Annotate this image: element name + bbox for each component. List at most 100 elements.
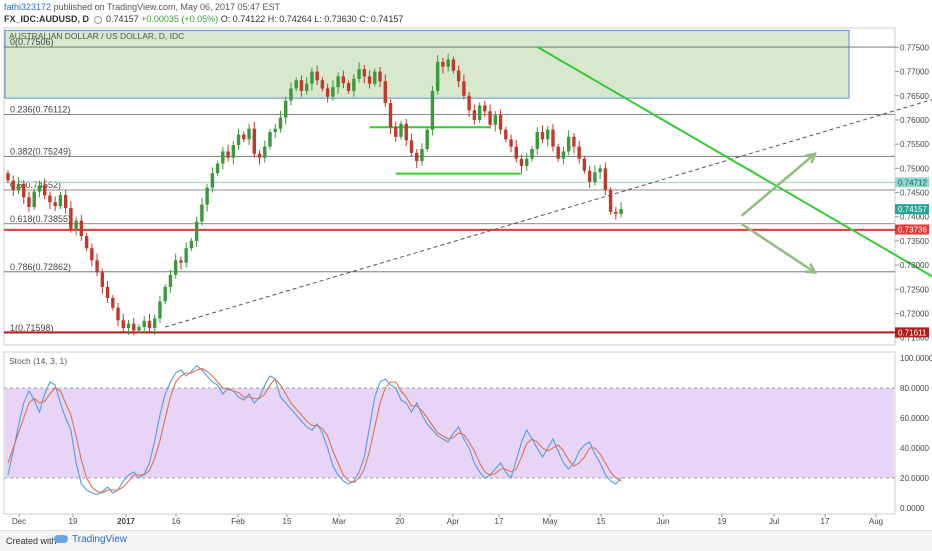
candle-body: [519, 158, 524, 166]
cloud-icon: [54, 535, 68, 544]
candle-body: [126, 323, 131, 329]
y-tick-label: 0.72500: [900, 285, 929, 294]
y-tick-label: 0.71500: [900, 334, 929, 343]
y-tick-label: 0.72000: [900, 310, 929, 319]
y-tick-label: 0.73500: [900, 237, 929, 246]
candle-body: [383, 81, 387, 104]
candle-body: [535, 132, 539, 149]
candle-body: [168, 274, 173, 287]
candle-body: [572, 136, 576, 147]
candle-body: [577, 146, 581, 159]
candle-body: [587, 170, 592, 182]
candle-body: [310, 71, 314, 84]
candle-body: [58, 194, 63, 207]
candle-body: [472, 110, 477, 120]
candle-body: [294, 80, 298, 89]
candle-body: [540, 132, 545, 140]
arrow-head: [804, 262, 818, 274]
candle-body: [582, 158, 587, 171]
candle-body: [100, 272, 105, 287]
candle-body: [441, 61, 445, 67]
candle-body: [147, 320, 152, 329]
stoch-tick-label: 0.0000: [900, 504, 925, 513]
x-tick-label: 15: [283, 517, 292, 526]
price-tag: [895, 327, 929, 338]
x-tick-label: 17: [821, 517, 830, 526]
y-tick-label: 0.75500: [900, 140, 929, 149]
candle-body: [561, 151, 566, 159]
candle-body: [74, 220, 78, 229]
candle-body: [315, 71, 319, 81]
candle-body: [530, 148, 534, 159]
x-tick-label: Dec: [12, 517, 26, 526]
symbol-name[interactable]: FX_IDC:AUDUSD, D: [4, 14, 90, 24]
candle-body: [53, 202, 57, 207]
x-tick-label: Feb: [231, 517, 245, 526]
price-tag: [895, 177, 929, 188]
candle-body: [231, 145, 236, 158]
candle-body: [551, 129, 555, 147]
candle-body: [226, 151, 230, 158]
candle-body: [37, 185, 42, 192]
candle-body: [84, 236, 89, 249]
price-change: +0.00035 (+0.05%): [141, 14, 219, 24]
candle-body: [373, 71, 377, 84]
fib-label: 1(0.71598): [10, 323, 54, 333]
candle-body: [242, 134, 246, 140]
candle-body: [304, 83, 309, 91]
candle-body: [394, 127, 398, 137]
candle-body: [409, 140, 414, 153]
y-tick-label: 0.77000: [900, 68, 929, 77]
candle-body: [399, 123, 403, 137]
x-tick-label: 19: [718, 517, 727, 526]
candle-body: [451, 59, 456, 71]
price-tag-label: 0.73736: [898, 226, 927, 235]
candle-body: [268, 132, 272, 147]
candle-body: [200, 204, 204, 222]
candle-body: [95, 260, 99, 273]
candle-body: [420, 148, 424, 162]
stoch-band: [5, 388, 894, 478]
candle-body: [63, 194, 68, 209]
author-link[interactable]: fathi323172: [4, 2, 52, 12]
fib-label: 0.786(0.72862): [10, 262, 71, 272]
candle-body: [320, 80, 325, 89]
y-tick-label: 0.77500: [900, 43, 929, 52]
candle-body: [236, 134, 241, 146]
publish-info: published on TradingView.com, May 06, 20…: [53, 2, 281, 12]
candle-body: [111, 298, 115, 308]
stoch-tick-label: 60.0000: [900, 414, 929, 423]
candle-body: [603, 168, 608, 191]
candle-body: [32, 191, 36, 208]
y-tick-label: 0.76000: [900, 116, 929, 125]
candle-body: [210, 173, 215, 188]
candle-body: [137, 327, 141, 331]
candle-body: [142, 320, 146, 328]
price-tag-label: 0.74157: [898, 205, 927, 214]
x-tick-label: 20: [396, 517, 405, 526]
y-tick-label: 0.73000: [900, 261, 929, 270]
candle-body: [289, 88, 293, 101]
candle-body: [357, 69, 361, 79]
candle-body: [331, 87, 335, 97]
candle-body: [153, 318, 157, 329]
candle-body: [525, 158, 529, 166]
candle-body: [194, 221, 199, 241]
candle-body: [462, 81, 466, 96]
price-tag-label: 0.74712: [898, 178, 927, 187]
candle-body: [430, 90, 435, 130]
x-tick-label: Mar: [332, 517, 346, 526]
x-tick-label: Jul: [769, 517, 779, 526]
chart-canvas[interactable]: 0(0.77506) 0.236(0.76112) 0.382(0.75249) 0.…: [0, 0, 932, 530]
candle-body: [215, 163, 220, 174]
candle-body: [90, 248, 94, 261]
candle-body: [325, 88, 330, 97]
candle-body: [346, 83, 351, 91]
y-tick-label: 0.76500: [900, 92, 929, 101]
candle-body: [158, 301, 162, 319]
candle-body: [404, 123, 408, 141]
candle-body: [367, 76, 372, 84]
tradingview-logo[interactable]: TradingView: [54, 534, 127, 545]
x-tick-label: Apr: [447, 517, 460, 526]
chart-header: fathi323172 published on TradingView.com…: [0, 0, 932, 26]
